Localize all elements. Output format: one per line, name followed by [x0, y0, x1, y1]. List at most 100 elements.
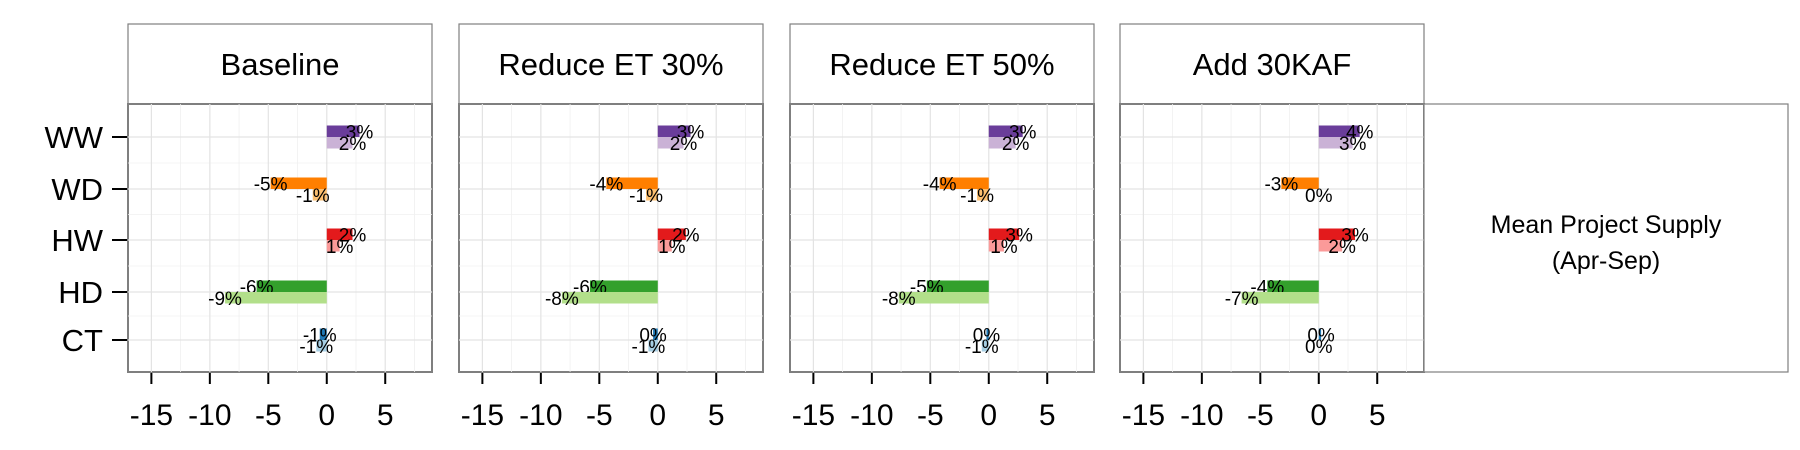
x-tick-label: -5: [586, 399, 613, 432]
right-strip: [1423, 103, 1789, 373]
bar-label-hd-light: -7%: [1225, 289, 1259, 310]
bar-hd-dark: [1267, 280, 1319, 292]
bar-label-ct-dark: -1%: [303, 325, 337, 346]
bar-ct-dark: [1318, 328, 1322, 340]
x-tick-label: -5: [917, 399, 944, 432]
bar-wd-light: [646, 189, 658, 201]
y-axis: WW WD HW HD CT: [44, 120, 127, 358]
x-tick-label: -5: [255, 399, 282, 432]
bar-wd-dark: [270, 177, 327, 189]
y-tick-label-wd: WD: [51, 172, 103, 207]
facet-title: Baseline: [221, 47, 340, 82]
bar-ct-dark: [986, 328, 989, 340]
bar-label-hw-light: 1%: [326, 237, 354, 258]
bar-label-wd-dark: -4%: [923, 174, 957, 195]
bar-label-ct-light: 0%: [1305, 337, 1333, 358]
plot-panel: [789, 103, 1095, 373]
bar-label-wd-light: 0%: [1305, 186, 1333, 207]
facet-strip: [789, 23, 1095, 105]
bar-hd-light: [1241, 292, 1319, 304]
y-tick-label-hd: HD: [58, 275, 103, 310]
panel-3: Reduce ET 50%3%2%-4%-1%3%1%-5%-8%0%-1%-1…: [789, 23, 1095, 432]
bar-ww-dark: [326, 125, 360, 137]
bar-label-hw-light: 1%: [658, 237, 686, 258]
x-tick-label: 0: [318, 399, 335, 432]
x-tick-label: -15: [130, 399, 173, 432]
bar-label-hw-dark: 2%: [339, 225, 367, 246]
facet-strip: [127, 23, 433, 105]
bar-label-hw-light: 2%: [1328, 237, 1356, 258]
bar-label-ww-light: 2%: [1002, 134, 1030, 155]
bar-label-ct-light: -1%: [299, 337, 333, 358]
bar-hd-light: [561, 292, 658, 304]
right-strip-label-line-2: (Apr-Sep): [1552, 247, 1660, 275]
bar-hd-light: [225, 292, 327, 304]
right-label-box: Mean Project Supply (Apr-Sep): [1423, 103, 1789, 373]
x-tick-label: -15: [792, 399, 835, 432]
bar-hw-light: [988, 240, 1004, 252]
bar-label-ct-dark: 0%: [639, 325, 667, 346]
bar-ww-dark: [657, 125, 691, 137]
x-tick-label: -15: [1122, 399, 1165, 432]
x-tick-label: -10: [1180, 399, 1223, 432]
bar-label-ww-light: 2%: [339, 134, 367, 155]
bar-label-wd-dark: -4%: [589, 174, 623, 195]
bar-label-ww-light: 2%: [670, 134, 698, 155]
bar-label-hd-light: -8%: [545, 289, 579, 310]
x-tick-label: -15: [461, 399, 504, 432]
x-tick-label: -10: [850, 399, 893, 432]
y-tick-label-hw: HW: [51, 223, 103, 258]
bar-hw-light: [657, 240, 672, 252]
bar-label-wd-light: -1%: [960, 186, 994, 207]
x-tick-label: 5: [708, 399, 725, 432]
bar-ww-dark: [988, 125, 1023, 137]
bar-wd-light: [977, 189, 989, 201]
bar-label-ww-light: 3%: [1339, 134, 1367, 155]
bar-ww-light: [988, 137, 1016, 149]
bar-label-ww-dark: 4%: [1346, 122, 1374, 143]
bar-ct-dark: [319, 328, 327, 340]
bar-hd-dark: [926, 280, 989, 292]
bar-label-hd-light: -9%: [208, 289, 242, 310]
facet-title: Add 30KAF: [1193, 47, 1352, 82]
x-tick-label: 0: [649, 399, 666, 432]
bar-label-wd-dark: -3%: [1264, 174, 1298, 195]
right-strip-label-line-1: Mean Project Supply: [1491, 211, 1722, 239]
bar-ct-light: [981, 340, 989, 352]
facet-title: Reduce ET 30%: [498, 47, 723, 82]
plot-panel: [1119, 103, 1425, 373]
x-tick-label: 0: [980, 399, 997, 432]
panel-2: Reduce ET 30%3%2%-4%-1%2%1%-6%-8%0%-1%-1…: [458, 23, 764, 432]
bar-label-ct-light: -1%: [965, 337, 999, 358]
bar-label-wd-dark: -5%: [254, 174, 288, 195]
bar-label-hw-dark: 3%: [1005, 225, 1033, 246]
bar-hw-dark: [988, 228, 1020, 240]
x-tick-label: 5: [1369, 399, 1386, 432]
bar-wd-dark: [939, 177, 989, 189]
bar-ct-light: [316, 340, 327, 352]
y-tick-label-ct: CT: [62, 323, 103, 358]
bar-label-ct-dark: 0%: [1307, 325, 1335, 346]
x-tick-label: 5: [1039, 399, 1056, 432]
bar-label-ct-dark: 0%: [973, 325, 1001, 346]
bar-label-hw-light: 1%: [990, 237, 1018, 258]
facet-strip: [1119, 23, 1425, 105]
x-tick-label: 0: [1310, 399, 1327, 432]
bar-ww-dark: [1318, 125, 1360, 137]
bar-hd-light: [898, 292, 989, 304]
bar-label-ct-light: -1%: [632, 337, 666, 358]
bar-hw-dark: [657, 228, 686, 240]
bar-label-wd-light: -1%: [296, 186, 330, 207]
bar-hd-dark: [589, 280, 658, 292]
bar-ww-light: [1318, 137, 1353, 149]
facet-strip: [458, 23, 764, 105]
bar-label-ww-dark: 3%: [1009, 122, 1037, 143]
x-tick-label: -5: [1247, 399, 1274, 432]
plot-panel: [127, 103, 433, 373]
bar-label-hw-dark: 2%: [672, 225, 700, 246]
y-tick-label-ww: WW: [44, 120, 103, 155]
bar-ct-dark: [653, 328, 658, 340]
